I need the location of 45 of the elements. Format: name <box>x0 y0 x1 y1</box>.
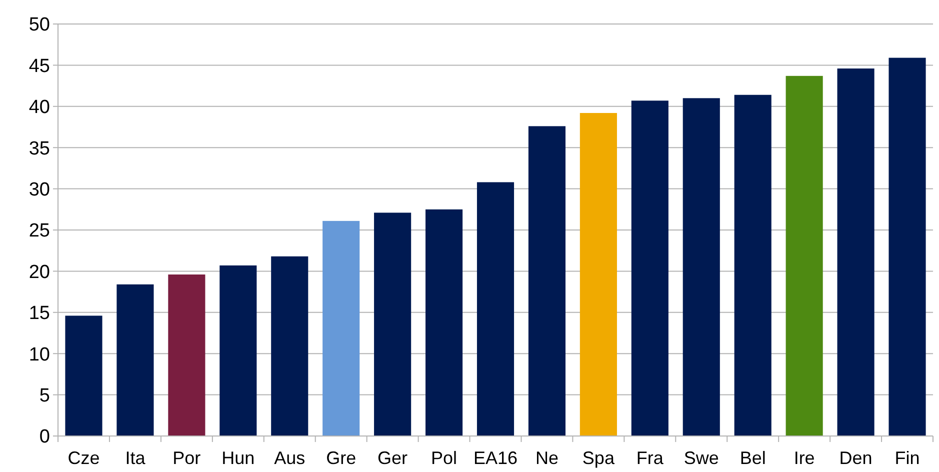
x-tick-label: Por <box>172 448 201 468</box>
bar <box>888 58 926 436</box>
y-tick-label: 0 <box>39 426 50 448</box>
x-tick-label: Pol <box>431 448 458 468</box>
x-tick-label: Den <box>839 448 872 468</box>
bar <box>116 284 154 436</box>
y-tick-label: 35 <box>28 138 50 160</box>
bar <box>168 274 206 436</box>
x-tick-label: Ire <box>794 448 815 468</box>
bar <box>476 182 514 436</box>
y-tick-label: 50 <box>28 14 50 36</box>
x-tick-label: Ger <box>378 448 408 468</box>
x-tick-label: Ita <box>125 448 146 468</box>
x-tick-label: Fin <box>894 448 920 468</box>
x-tick-label: Aus <box>274 448 306 468</box>
y-tick-label: 30 <box>28 179 50 200</box>
bar <box>374 212 412 436</box>
y-tick-label: 40 <box>28 97 50 118</box>
bar <box>220 265 257 436</box>
x-tick-label: Bel <box>740 448 766 468</box>
x-tick-label: Gre <box>326 448 356 468</box>
x-tick-label: Swe <box>684 448 719 468</box>
x-tick-label: Ne <box>535 448 558 468</box>
bar <box>271 256 308 436</box>
x-tick-label: Spa <box>582 448 616 468</box>
y-tick-label: 20 <box>28 262 50 283</box>
x-tick-label: Fra <box>636 448 664 468</box>
bar <box>322 220 360 436</box>
y-tick-label: 25 <box>28 220 50 242</box>
y-tick-label: 15 <box>28 303 50 324</box>
bar <box>65 316 102 436</box>
bar <box>734 94 772 436</box>
x-tick-label: EA16 <box>473 448 518 468</box>
x-tick-label: Hun <box>222 448 255 468</box>
bar <box>837 68 874 436</box>
y-tick-label: 5 <box>39 385 50 406</box>
y-tick-label: 10 <box>28 344 50 366</box>
bar <box>426 209 463 436</box>
bar <box>631 100 668 436</box>
bar <box>682 98 720 436</box>
y-tick-label: 45 <box>28 56 50 77</box>
bar <box>580 112 617 436</box>
x-tick-label: Cze <box>68 448 100 468</box>
bar <box>528 126 566 436</box>
bar <box>786 76 823 436</box>
